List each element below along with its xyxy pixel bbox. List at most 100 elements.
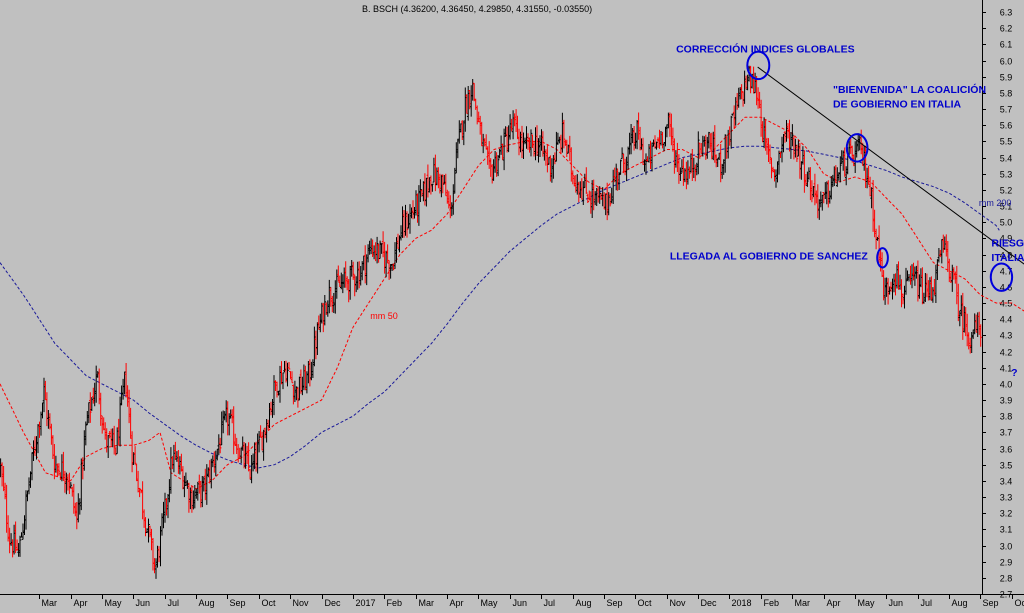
price-bar	[978, 312, 981, 335]
price-bar	[725, 136, 728, 159]
price-bar	[331, 296, 334, 312]
price-bar	[404, 205, 407, 236]
price-bar	[373, 245, 376, 259]
price-bar	[854, 141, 857, 173]
price-bar	[132, 452, 135, 465]
y-tick-label: 5.2	[1000, 186, 1013, 196]
price-bar	[13, 525, 16, 555]
price-bar	[262, 430, 265, 461]
price-bar	[784, 131, 787, 143]
annotation-label: "BIENVENIDA" LA COALICIÓN	[833, 83, 986, 96]
trendlines	[758, 67, 1024, 264]
y-tick-label: 5.3	[1000, 170, 1013, 180]
x-tick-label: Sep	[607, 598, 623, 608]
price-bar	[385, 251, 388, 277]
price-bar	[213, 451, 216, 472]
x-tick-label: Jun	[889, 598, 904, 608]
price-bar	[149, 526, 152, 538]
y-tick-label: 4.2	[1000, 348, 1013, 358]
price-bar	[661, 132, 664, 149]
price-bar	[358, 261, 361, 288]
y-tick-label: 6.0	[1000, 57, 1013, 67]
price-bar	[286, 363, 289, 387]
price-bar	[969, 338, 972, 354]
price-bar	[14, 522, 17, 554]
price-bar	[899, 275, 902, 290]
price-bar	[2, 466, 5, 491]
price-bar	[288, 362, 291, 369]
price-bar	[185, 473, 188, 486]
price-bar	[406, 211, 409, 237]
price-bar	[153, 558, 156, 573]
y-tick-label: 5.8	[1000, 89, 1013, 99]
price-bar	[464, 88, 467, 132]
price-bar	[59, 472, 62, 480]
y-tick-label: 3.8	[1000, 412, 1013, 422]
price-bar	[497, 155, 500, 176]
y-tick-label: 6.3	[1000, 8, 1013, 18]
price-bar	[800, 161, 803, 179]
price-bar	[942, 235, 945, 253]
x-tick-label: Jun	[136, 598, 151, 608]
price-bar	[845, 166, 848, 185]
price-bar	[624, 159, 627, 175]
price-bar	[606, 183, 609, 220]
price-bar	[99, 393, 102, 426]
price-bar	[749, 66, 752, 93]
x-tick-label: Aug	[952, 598, 968, 608]
price-bar	[549, 155, 552, 181]
price-bar	[265, 419, 268, 443]
price-bar	[340, 273, 343, 290]
price-bar	[61, 454, 64, 481]
price-bar	[394, 242, 397, 269]
price-bar	[929, 277, 932, 300]
x-tick-label: Oct	[262, 598, 277, 608]
price-bar	[700, 143, 703, 153]
price-bar	[477, 112, 480, 123]
price-bar	[23, 515, 26, 535]
price-bar	[757, 87, 760, 109]
y-tick-label: 3.0	[1000, 542, 1013, 552]
price-bar	[473, 83, 476, 101]
price-bar	[188, 483, 191, 513]
price-bar	[46, 392, 49, 426]
price-bar	[584, 174, 587, 188]
price-bar	[967, 332, 970, 349]
price-bar	[642, 138, 645, 165]
price-bar	[957, 284, 960, 321]
price-bar	[344, 261, 347, 288]
price-bar	[125, 363, 128, 398]
price-bar	[534, 127, 537, 160]
price-bar	[767, 138, 770, 162]
price-bar	[289, 371, 292, 379]
price-bar	[240, 448, 243, 464]
price-bar	[397, 234, 400, 249]
price-bar	[159, 526, 162, 566]
price-bar	[398, 235, 401, 252]
y-tick-label: 5.6	[1000, 121, 1013, 131]
price-bar	[763, 117, 766, 148]
price-bar	[555, 132, 558, 162]
price-bar	[67, 474, 70, 490]
x-tick-label: Mar	[795, 598, 811, 608]
price-bar	[455, 142, 458, 173]
price-bar	[8, 528, 11, 554]
price-bar	[546, 144, 549, 172]
price-bar	[252, 454, 255, 472]
price-bar	[89, 392, 92, 423]
price-bar	[226, 401, 229, 435]
price-bar	[962, 293, 965, 340]
price-bar	[610, 188, 613, 203]
price-bar	[457, 139, 460, 158]
price-bar	[818, 199, 821, 220]
price-bar	[128, 390, 131, 423]
price-bar	[563, 120, 566, 148]
price-bar	[386, 244, 389, 263]
price-bar	[528, 138, 531, 153]
price-bar	[471, 79, 474, 101]
price-bar	[401, 206, 404, 238]
price-bar	[158, 546, 161, 562]
x-tick-label: Apr	[74, 598, 88, 608]
price-bar	[31, 452, 34, 480]
y-tick-label: 2.9	[1000, 558, 1013, 568]
